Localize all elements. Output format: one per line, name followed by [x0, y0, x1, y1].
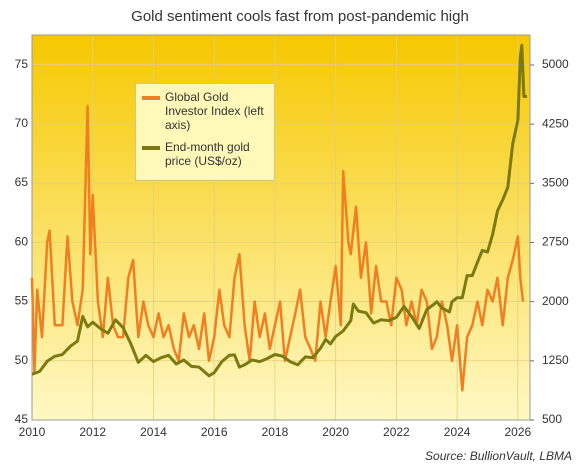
- y-tick-label: 75: [15, 57, 29, 71]
- legend-label: End-month gold price (US$/oz): [165, 140, 250, 168]
- x-tick-label: 2010: [19, 425, 46, 439]
- legend-swatch: [142, 96, 160, 100]
- plot-border: [31, 34, 531, 421]
- y2-tick-label: 5000: [542, 57, 569, 71]
- legend-swatch: [142, 146, 160, 150]
- x-tick-label: 2022: [383, 425, 410, 439]
- y-tick-label: 70: [15, 116, 29, 130]
- y2-tick-label: 4250: [542, 116, 569, 130]
- plot-area: [32, 35, 530, 420]
- legend-label: Global Gold Investor Index (left axis): [165, 90, 264, 132]
- legend-item: End-month gold price (US$/oz): [142, 140, 268, 168]
- y2-tick-label: 3500: [542, 175, 569, 189]
- x-tick-label: 2012: [79, 425, 106, 439]
- y-tick-label: 50: [15, 353, 29, 367]
- series-line: [31, 43, 527, 378]
- x-tick-label: 2016: [201, 425, 228, 439]
- y2-tick-label: 2000: [542, 294, 569, 308]
- chart-title: Gold sentiment cools fast from post-pand…: [131, 8, 469, 25]
- y-tick-label: 60: [15, 234, 29, 248]
- y2-tick-label: 1250: [542, 353, 569, 367]
- y2-tick-label: 500: [542, 412, 562, 426]
- y-tick-label: 55: [15, 294, 29, 308]
- series-line: [30, 104, 525, 392]
- y-tick-label: 45: [15, 412, 29, 426]
- legend-item: Global Gold Investor Index (left axis): [142, 90, 268, 132]
- legend: Global Gold Investor Index (left axis) En…: [135, 83, 275, 181]
- x-tick-label: 2020: [322, 425, 349, 439]
- y-tick-label: 65: [15, 175, 29, 189]
- y2-tick-label: 2750: [542, 235, 569, 249]
- source: Source: BullionVault, LBMA: [425, 449, 572, 463]
- x-tick-label: 2018: [262, 425, 289, 439]
- x-tick-label: 2014: [140, 425, 167, 439]
- x-tick-label: 2026: [505, 425, 532, 439]
- x-tick-label: 2024: [444, 425, 471, 439]
